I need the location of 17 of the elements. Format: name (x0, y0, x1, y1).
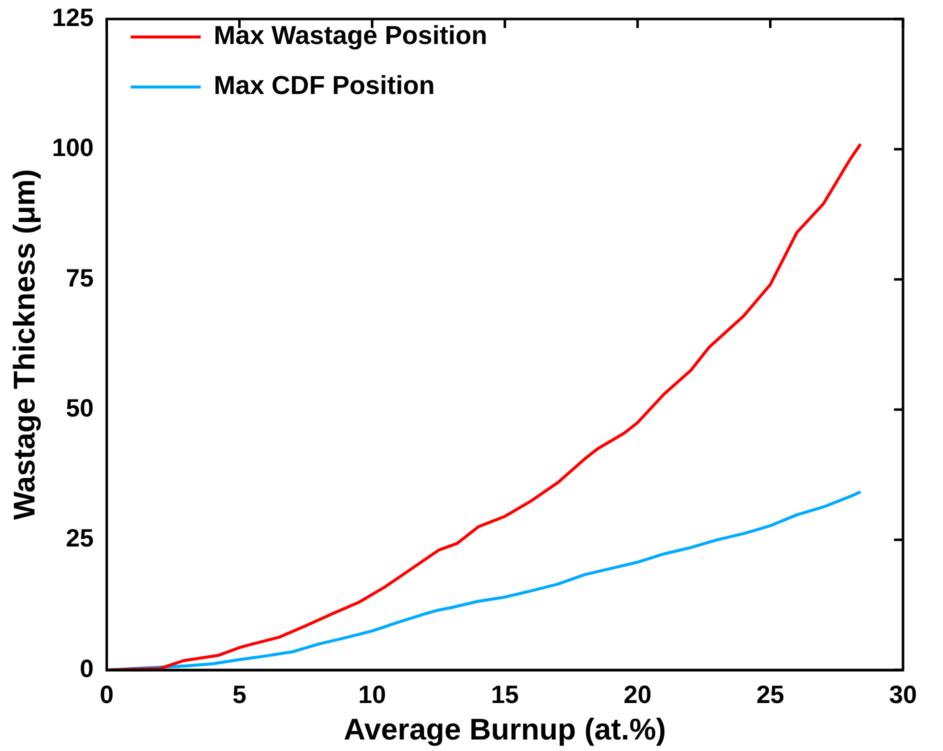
x-axis-title: Average Burnup (at.%) (344, 713, 666, 746)
legend-label: Max Wastage Position (214, 20, 488, 50)
x-tick-label: 25 (756, 680, 784, 709)
x-tick-label: 10 (358, 680, 386, 709)
x-tick-label: 0 (100, 680, 114, 709)
x-tick-label: 15 (490, 680, 519, 709)
y-tick-label: 100 (52, 134, 94, 162)
y-tick-label: 25 (66, 524, 94, 553)
y-tick-label: 75 (66, 264, 94, 292)
x-tick-label: 5 (232, 680, 246, 709)
y-axis-title: Wastage Thickness (μm) (8, 169, 42, 520)
legend-label: Max CDF Position (214, 70, 435, 100)
y-tick-label: 50 (66, 394, 94, 422)
x-tick-label: 20 (624, 680, 652, 709)
y-tick-label: 125 (52, 4, 94, 32)
y-tick-label: 0 (80, 654, 94, 683)
x-tick-label: 30 (889, 680, 917, 709)
